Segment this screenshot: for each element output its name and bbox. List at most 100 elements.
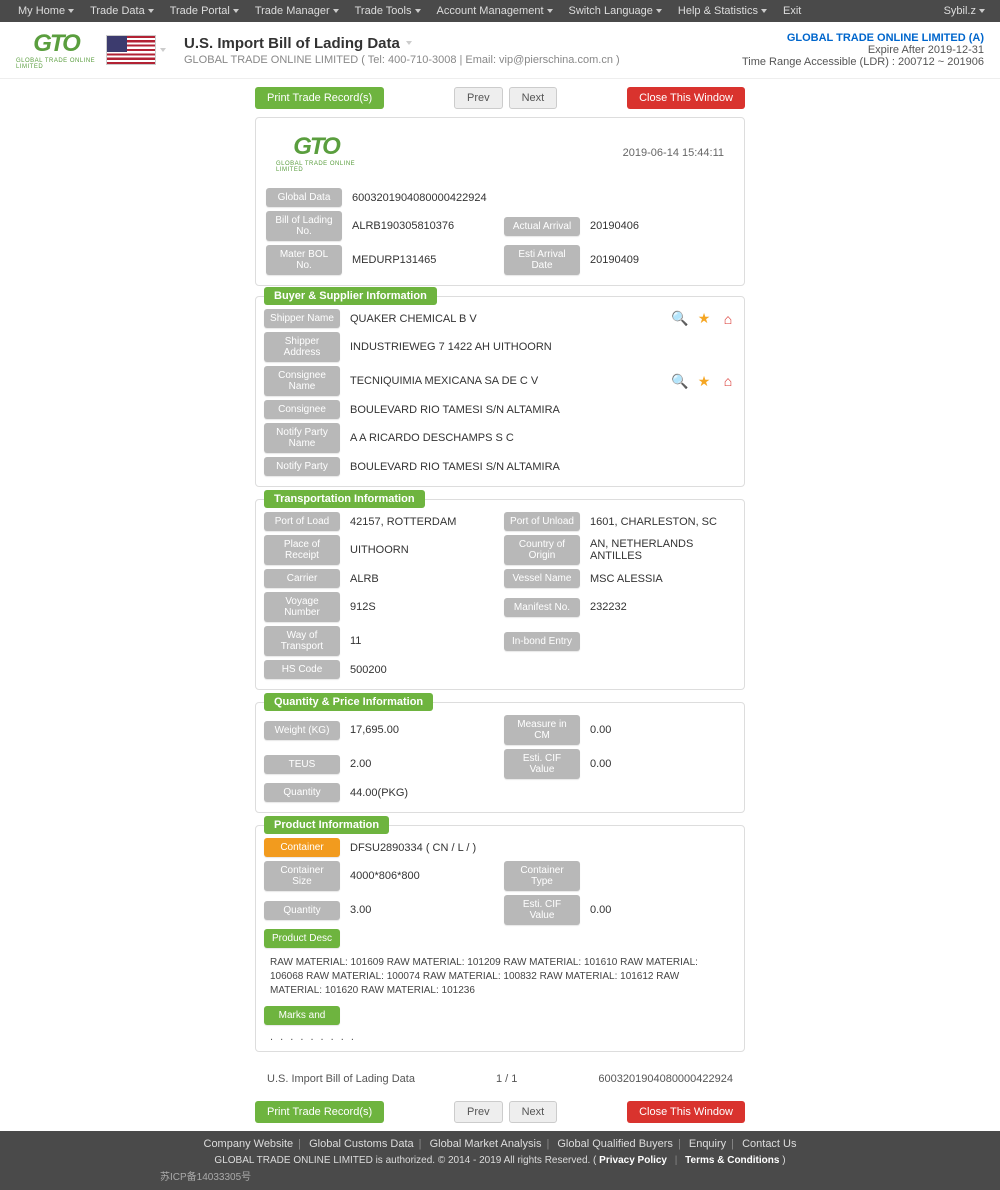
nav-trade-tools[interactable]: Trade Tools xyxy=(347,5,429,17)
product-desc: RAW MATERIAL: 101609 RAW MATERIAL: 10120… xyxy=(264,952,736,1002)
measure-label: Measure in CM xyxy=(504,715,580,745)
qty-label: Quantity xyxy=(264,783,340,802)
document-content: GTO GLOBAL TRADE ONLINE LIMITED 2019-06-… xyxy=(255,117,745,1093)
cif-label: Esti. CIF Value xyxy=(504,749,580,779)
star-icon[interactable]: ★ xyxy=(696,311,712,327)
way-value: 11 xyxy=(346,635,496,647)
footer-copyright: GLOBAL TRADE ONLINE LIMITED is authorize… xyxy=(0,1153,1000,1168)
port-load-label: Port of Load xyxy=(264,512,340,531)
shipper-addr-value: INDUSTRIEWEG 7 1422 AH UITHOORN xyxy=(346,341,736,353)
footer-link[interactable]: Enquiry xyxy=(689,1138,726,1150)
master-bol-value: MEDURP131465 xyxy=(348,254,496,266)
prev-button-bottom[interactable]: Prev xyxy=(454,1101,503,1123)
action-bar-top: Print Trade Record(s) Prev Next Close Th… xyxy=(0,79,1000,117)
consignee-label: Consignee xyxy=(264,400,340,419)
actual-arrival-label: Actual Arrival xyxy=(504,217,580,236)
pcif-label: Esti. CIF Value xyxy=(504,895,580,925)
doc-logo: GTO GLOBAL TRADE ONLINE LIMITED xyxy=(276,133,356,173)
footer-link[interactable]: Company Website xyxy=(204,1138,294,1150)
nav-trade-manager[interactable]: Trade Manager xyxy=(247,5,347,17)
global-data-value: 600320190408000042292­4 xyxy=(348,192,734,204)
marks-value: . . . . . . . . . xyxy=(264,1029,736,1045)
doc-footer-id: 600320190408000042292­4 xyxy=(598,1073,733,1085)
way-label: Way of Transport xyxy=(264,626,340,656)
caret-down-icon xyxy=(160,48,166,52)
vessel-label: Vessel Name xyxy=(504,569,580,588)
nav-exit[interactable]: Exit xyxy=(775,5,809,17)
footer-link[interactable]: Contact Us xyxy=(742,1138,796,1150)
notify-label: Notify Party xyxy=(264,457,340,476)
cif-value: 0.00 xyxy=(586,758,736,770)
expire-date: Expire After 2019-12-31 xyxy=(742,44,984,56)
user-menu[interactable]: Sybil.z xyxy=(936,5,990,17)
bol-no-label: Bill of Lading No. xyxy=(266,211,342,241)
nav-switch-language[interactable]: Switch Language xyxy=(561,5,670,17)
consignee-name-value: TECNIQUIMIA MEXICANA SA DE C V xyxy=(346,375,666,387)
hs-value: 500200 xyxy=(346,664,736,676)
place-receipt-value: UITHOORN xyxy=(346,544,496,556)
footer-bar: Company Website| Global Customs Data| Gl… xyxy=(0,1131,1000,1190)
pcif-value: 0.00 xyxy=(586,904,736,916)
size-label: Container Size xyxy=(264,861,340,891)
country-flag-selector[interactable] xyxy=(106,35,166,65)
shipper-addr-label: Shipper Address xyxy=(264,332,340,362)
terms-link[interactable]: Terms & Conditions xyxy=(685,1155,779,1166)
manifest-value: 232232 xyxy=(586,601,736,613)
print-button-bottom[interactable]: Print Trade Record(s) xyxy=(255,1101,384,1123)
quantity-section: Quantity & Price Information Weight (KG)… xyxy=(255,702,745,813)
buyer-supplier-section: Buyer & Supplier Information Shipper Nam… xyxy=(255,296,745,487)
desc-label: Product Desc xyxy=(264,929,340,948)
print-button[interactable]: Print Trade Record(s) xyxy=(255,87,384,109)
carrier-value: ALRB xyxy=(346,573,496,585)
privacy-link[interactable]: Privacy Policy xyxy=(599,1155,667,1166)
footer-link[interactable]: Global Customs Data xyxy=(309,1138,414,1150)
measure-value: 0.00 xyxy=(586,724,736,736)
next-button[interactable]: Next xyxy=(509,87,558,109)
home-icon[interactable]: ⌂ xyxy=(720,311,736,327)
next-button-bottom[interactable]: Next xyxy=(509,1101,558,1123)
search-icon[interactable]: 🔍 xyxy=(672,373,688,389)
page-title[interactable]: U.S. Import Bill of Lading Data xyxy=(184,35,620,52)
teus-value: 2.00 xyxy=(346,758,496,770)
star-icon[interactable]: ★ xyxy=(696,373,712,389)
doc-footer-page: 1 / 1 xyxy=(496,1073,517,1085)
type-label: Container Type xyxy=(504,861,580,891)
teus-label: TEUS xyxy=(264,755,340,774)
nav-my-home[interactable]: My Home xyxy=(10,5,82,17)
caret-down-icon xyxy=(547,9,553,13)
qty-value: 44.00(PKG) xyxy=(346,787,736,799)
voyage-value: 912S xyxy=(346,601,496,613)
pqty-label: Quantity xyxy=(264,901,340,920)
pqty-value: 3.00 xyxy=(346,904,496,916)
manifest-label: Manifest No. xyxy=(504,598,580,617)
account-info: GLOBAL TRADE ONLINE LIMITED (A) Expire A… xyxy=(742,32,984,68)
weight-label: Weight (KG) xyxy=(264,721,340,740)
caret-down-icon xyxy=(233,9,239,13)
footer-link[interactable]: Global Qualified Buyers xyxy=(557,1138,673,1150)
prev-button[interactable]: Prev xyxy=(454,87,503,109)
inbond-label: In-bond Entry xyxy=(504,632,580,651)
close-button[interactable]: Close This Window xyxy=(627,87,745,109)
esti-arrival-value: 20190409 xyxy=(586,254,734,266)
notify-name-value: A A RICARDO DESCHAMPS S C xyxy=(346,432,736,444)
caret-down-icon xyxy=(406,41,412,45)
top-nav-left: My Home Trade Data Trade Portal Trade Ma… xyxy=(10,5,809,17)
page-subtitle: GLOBAL TRADE ONLINE LIMITED ( Tel: 400-7… xyxy=(184,54,620,66)
master-bol-label: Mater BOL No. xyxy=(266,245,342,275)
search-icon[interactable]: 🔍 xyxy=(672,311,688,327)
doc-footer-title: U.S. Import Bill of Lading Data xyxy=(267,1073,415,1085)
shipper-name-value: QUAKER CHEMICAL B V xyxy=(346,313,666,325)
nav-account-mgmt[interactable]: Account Management xyxy=(429,5,561,17)
nav-help-stats[interactable]: Help & Statistics xyxy=(670,5,775,17)
notify-value: BOULEVARD RIO TAMESI S/N ALTAMIRA xyxy=(346,461,736,473)
caret-down-icon xyxy=(761,9,767,13)
consignee-value: BOULEVARD RIO TAMESI S/N ALTAMIRA xyxy=(346,404,736,416)
product-section: Product Information ContainerDFSU2890334… xyxy=(255,825,745,1052)
nav-trade-data[interactable]: Trade Data xyxy=(82,5,162,17)
nav-trade-portal[interactable]: Trade Portal xyxy=(162,5,247,17)
close-button-bottom[interactable]: Close This Window xyxy=(627,1101,745,1123)
footer-link[interactable]: Global Market Analysis xyxy=(430,1138,542,1150)
transportation-section: Transportation Information Port of Load4… xyxy=(255,499,745,690)
home-icon[interactable]: ⌂ xyxy=(720,373,736,389)
port-unload-value: 1601, CHARLESTON, SC xyxy=(586,516,736,528)
